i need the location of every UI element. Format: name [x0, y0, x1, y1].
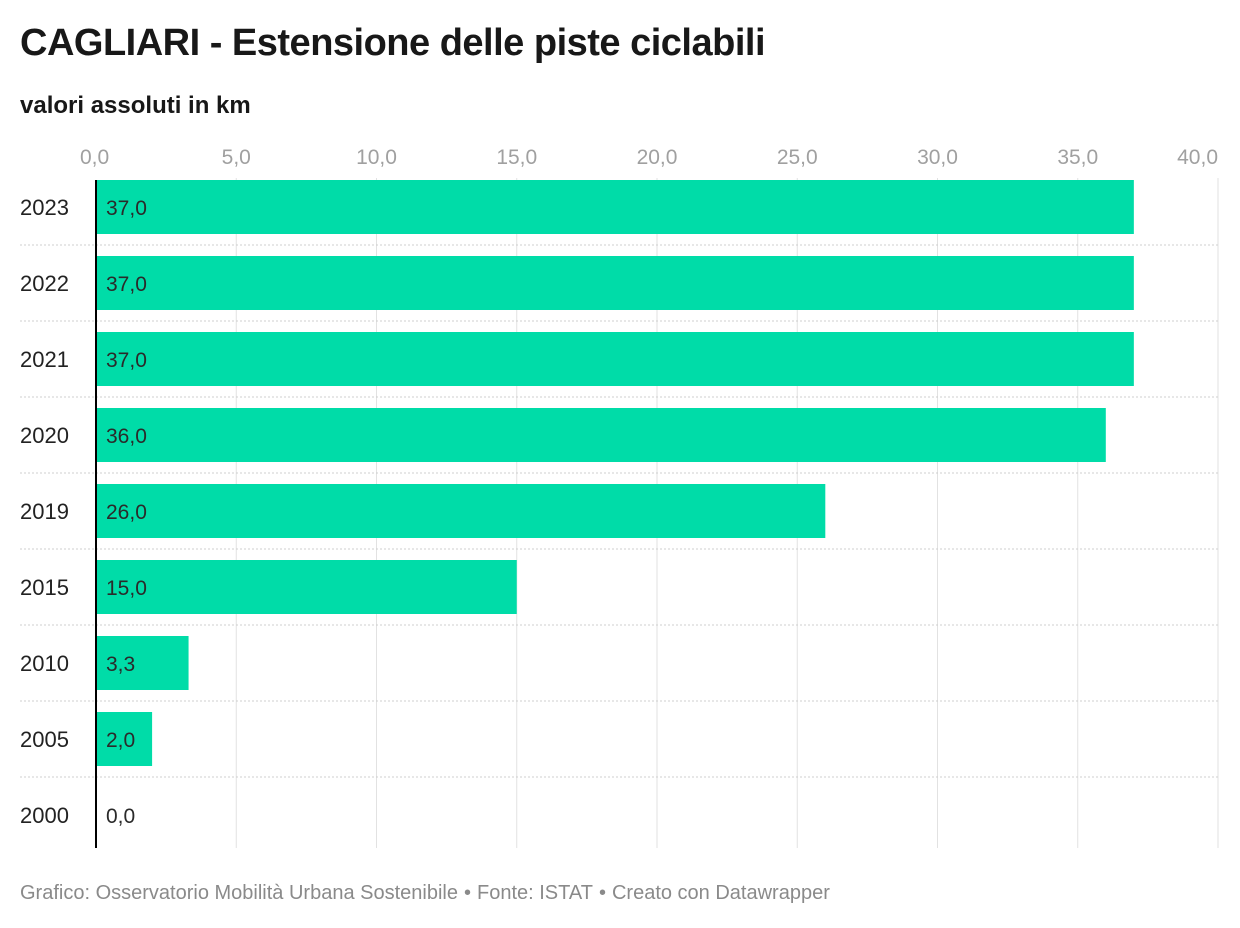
value-label: 2,0	[106, 729, 135, 752]
footer-source: Fonte: ISTAT	[476, 882, 593, 904]
x-tick-label: 40,0	[1177, 146, 1218, 169]
category-label: 2019	[20, 499, 69, 524]
value-label: 26,0	[106, 501, 147, 524]
bar-2015	[96, 560, 517, 614]
category-label: 2010	[20, 651, 69, 676]
footer-graphic-credit: Grafico: Osservatorio Mobilità Urbana So…	[20, 882, 458, 904]
x-tick-label: 10,0	[356, 146, 397, 169]
footer-separator: •	[463, 882, 471, 904]
category-label: 2021	[20, 347, 69, 372]
x-tick-label: 25,0	[777, 146, 818, 169]
category-label: 2022	[20, 271, 69, 296]
bar-2021	[96, 332, 1134, 386]
bar-2019	[96, 484, 826, 538]
chart-title: CAGLIARI - Estensione delle piste ciclab…	[20, 22, 766, 64]
bar-2010	[96, 636, 189, 690]
value-label: 3,3	[106, 653, 135, 676]
category-label: 2020	[20, 423, 69, 448]
bar-chart: 0,0 5,0 10,0 15,0 20,0 25,0 30,0 35,0 40,0 2023 37…	[20, 146, 1219, 848]
x-tick-label: 35,0	[1057, 146, 1098, 169]
value-label: 0,0	[106, 805, 135, 828]
bar-2005	[96, 712, 153, 766]
bar-2023	[96, 180, 1134, 234]
chart-subtitle: valori assoluti in km	[20, 92, 251, 119]
x-tick-label: 30,0	[917, 146, 958, 169]
x-tick-label: 20,0	[637, 146, 678, 169]
footer-made-with-link[interactable]: Creato con Datawrapper	[611, 882, 830, 904]
bar-2022	[96, 256, 1134, 310]
category-label: 2015	[20, 575, 69, 600]
category-label: 2023	[20, 195, 69, 220]
value-label: 37,0	[106, 273, 147, 296]
footer-separator: •	[598, 882, 606, 904]
value-label: 36,0	[106, 425, 147, 448]
x-tick-label: 15,0	[496, 146, 537, 169]
category-label: 2005	[20, 727, 69, 752]
value-label: 37,0	[106, 349, 147, 372]
x-tick-label: 0,0	[80, 146, 109, 169]
category-label: 2000	[20, 803, 69, 828]
value-label: 37,0	[106, 197, 147, 220]
chart-footer: Grafico: Osservatorio Mobilità Urbana So…	[20, 882, 830, 905]
x-tick-label: 5,0	[222, 146, 251, 169]
bar-2020	[96, 408, 1106, 462]
value-label: 15,0	[106, 577, 147, 600]
